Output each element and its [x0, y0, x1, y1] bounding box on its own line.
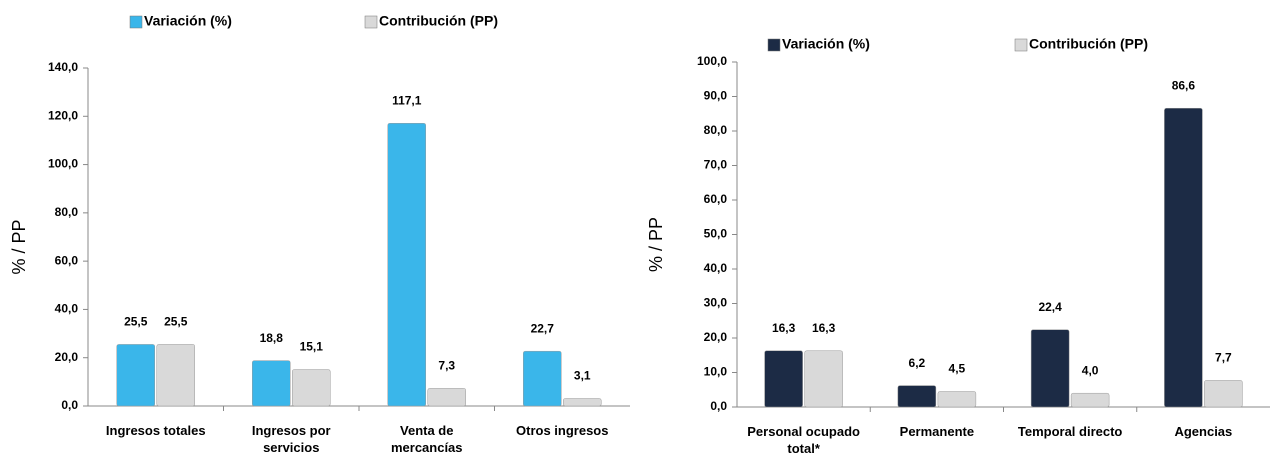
- y-tick-label: 80,0: [55, 205, 79, 219]
- bar: [116, 344, 155, 407]
- legend-label: Variación (%): [782, 36, 870, 52]
- bar: [1164, 107, 1203, 408]
- y-tick-label: 100,0: [697, 54, 727, 68]
- y-tick-label: 90,0: [704, 89, 728, 103]
- y-tick-label: 40,0: [704, 261, 728, 275]
- data-label: 18,8: [260, 331, 284, 345]
- bar: [387, 123, 426, 407]
- y-tick-label: 0,0: [710, 399, 727, 413]
- y-tick-label: 50,0: [704, 227, 728, 241]
- x-tick-label: Ingresos totales: [105, 423, 206, 438]
- data-label: 6,2: [909, 356, 926, 370]
- data-label: 117,1: [392, 93, 422, 107]
- y-tick-label: 30,0: [704, 296, 728, 310]
- legend-swatch: [767, 38, 781, 52]
- data-label: 22,7: [531, 321, 555, 335]
- legend-swatch: [129, 15, 143, 29]
- legend-label: Variación (%): [144, 13, 232, 29]
- bar: [937, 391, 977, 408]
- data-label: 16,3: [812, 321, 836, 335]
- bar: [1204, 380, 1243, 408]
- bar: [427, 388, 466, 407]
- y-tick-label: 140,0: [48, 60, 78, 74]
- data-label: 86,6: [1172, 78, 1196, 92]
- bar: [292, 369, 331, 407]
- x-tick-label: Temporal directo: [1017, 424, 1123, 439]
- y-tick-label: 60,0: [704, 192, 728, 206]
- y-tick-label: 60,0: [55, 253, 79, 267]
- y-tick-label: 10,0: [704, 365, 728, 379]
- legend-label: Contribución (PP): [1029, 36, 1148, 52]
- bar: [523, 350, 562, 407]
- data-label: 7,7: [1215, 351, 1232, 365]
- y-tick-label: 0,0: [61, 398, 78, 412]
- bar: [1070, 392, 1110, 408]
- y-tick-label: 120,0: [48, 108, 78, 122]
- bar: [156, 344, 195, 407]
- y-tick-label: 80,0: [704, 123, 728, 137]
- y-tick-label: 40,0: [55, 302, 79, 316]
- bar: [764, 350, 803, 408]
- x-tick-label: Venta de mercancías: [390, 423, 463, 455]
- x-tick-label: Personal ocupado total*: [747, 424, 860, 456]
- legend-swatch: [364, 15, 378, 29]
- x-tick-label: Permanente: [899, 424, 975, 439]
- data-label: 3,1: [574, 369, 591, 383]
- x-tick-label: Ingresos por servicios: [251, 423, 331, 455]
- bar: [804, 350, 843, 408]
- legend-swatch: [1014, 38, 1028, 52]
- data-label: 4,5: [949, 362, 966, 376]
- data-label: 15,1: [300, 340, 324, 354]
- bar: [252, 360, 291, 407]
- y-tick-label: 70,0: [704, 158, 728, 172]
- legend-label: Contribución (PP): [379, 13, 498, 29]
- bar: [1030, 329, 1070, 408]
- x-tick-label: Agencias: [1174, 424, 1233, 439]
- data-label: 22,4: [1038, 300, 1062, 314]
- bar: [897, 385, 937, 408]
- y-tick-label: 100,0: [48, 157, 78, 171]
- y-axis-label: % / PP: [646, 217, 666, 272]
- data-label: 4,0: [1082, 363, 1099, 377]
- y-tick-label: 20,0: [704, 330, 728, 344]
- y-axis-label: % / PP: [9, 219, 29, 274]
- y-tick-label: 20,0: [55, 350, 79, 364]
- bar: [563, 398, 602, 407]
- data-label: 7,3: [438, 359, 455, 373]
- data-label: 16,3: [772, 321, 796, 335]
- x-tick-label: Otros ingresos: [516, 423, 609, 438]
- data-label: 25,5: [124, 315, 148, 329]
- data-label: 25,5: [164, 315, 188, 329]
